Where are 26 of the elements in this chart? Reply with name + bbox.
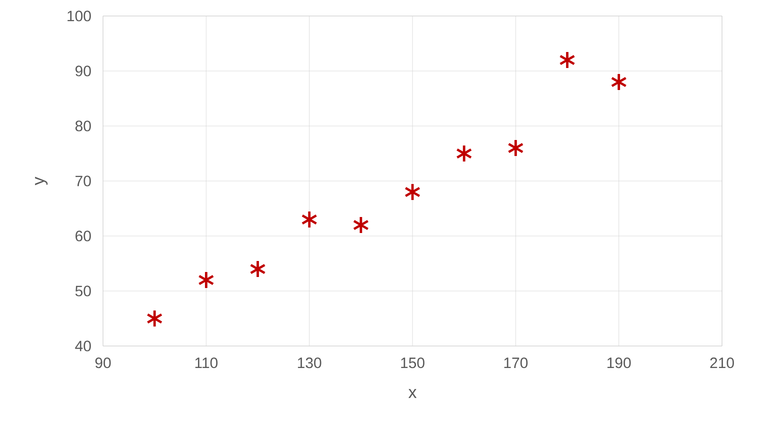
point	[610, 72, 627, 92]
y-axis-title: y	[35, 176, 48, 186]
y-tick-label: 80	[75, 120, 91, 132]
point	[508, 138, 524, 158]
x-tick-label: 190	[607, 358, 631, 368]
x-tick-label: 90	[95, 358, 111, 368]
point	[250, 260, 266, 278]
x-tick-label: 150	[401, 358, 424, 368]
point	[404, 182, 421, 202]
point	[352, 216, 370, 234]
y-tick-label: 50	[75, 286, 91, 296]
x-tick-label: 110	[195, 358, 218, 368]
x-axis-title: x	[408, 389, 417, 398]
y-tick-label: 40	[75, 340, 91, 352]
y-tick-label: 90	[75, 66, 91, 76]
point	[301, 210, 318, 229]
point	[559, 50, 576, 70]
y-tick-label: 100	[68, 10, 91, 22]
point	[456, 144, 472, 163]
x-tick-label: 130	[298, 358, 322, 368]
y-tick-label: 60	[76, 230, 91, 242]
x-tick-label: 210	[710, 358, 734, 368]
x-tick-label: 170	[504, 358, 528, 368]
point	[146, 309, 163, 328]
y-tick-label: 70	[76, 176, 91, 186]
point	[198, 270, 214, 290]
